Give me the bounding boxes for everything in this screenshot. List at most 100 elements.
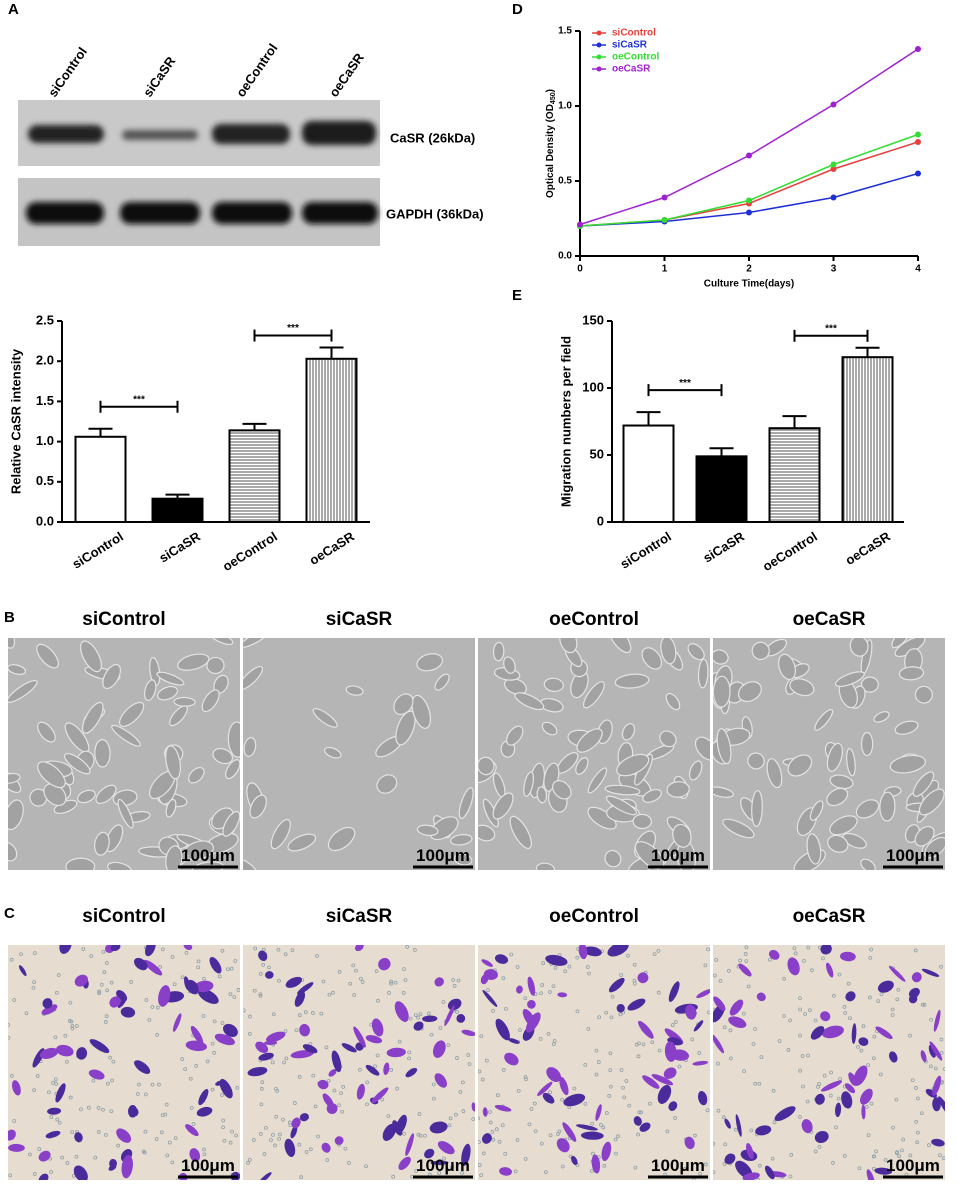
stained-cell <box>595 1104 602 1121</box>
micrograph-title: oeControl <box>549 609 639 630</box>
stained-cell <box>424 1148 435 1159</box>
stained-cell <box>12 1080 21 1096</box>
stained-cell <box>499 1167 512 1176</box>
cell <box>165 745 181 780</box>
pore <box>386 1114 391 1119</box>
stained-cell <box>938 1096 945 1116</box>
y-axis-label: Migration numbers per field <box>558 336 573 507</box>
pore <box>101 950 106 954</box>
cell <box>94 831 110 856</box>
pore <box>707 1010 710 1015</box>
pore <box>721 1115 726 1120</box>
x-tick-label: oeControl <box>760 529 820 574</box>
cell <box>659 730 677 748</box>
pore <box>135 1092 140 1096</box>
bar <box>151 497 204 523</box>
pore <box>608 1051 613 1056</box>
pore <box>552 1039 557 1043</box>
pore <box>165 1153 170 1158</box>
pore <box>259 1086 264 1091</box>
pore <box>770 1156 775 1161</box>
data-point <box>830 101 837 108</box>
pore <box>189 1105 194 1110</box>
pore <box>540 983 545 987</box>
pore <box>919 1111 924 1116</box>
stained-cell <box>668 1101 678 1111</box>
y-tick-label: 1.0 <box>558 101 572 112</box>
cell <box>8 799 24 831</box>
pore <box>357 1067 362 1072</box>
stained-cell <box>494 1104 512 1112</box>
micrograph <box>713 638 945 870</box>
stained-cell <box>888 965 906 982</box>
stained-cell <box>197 988 219 1004</box>
pore <box>454 1112 458 1117</box>
pore <box>110 1078 114 1083</box>
pore <box>491 1137 496 1142</box>
pore <box>414 1169 419 1173</box>
stained-cell <box>184 976 190 991</box>
stained-cell <box>116 1128 132 1143</box>
pore <box>744 959 749 964</box>
pore <box>602 1163 607 1168</box>
panel-label: E <box>512 287 522 304</box>
significance-label: *** <box>133 394 145 405</box>
pore <box>533 1129 538 1134</box>
pore <box>407 1056 411 1061</box>
stained-cell <box>255 1041 269 1054</box>
cell <box>541 721 558 736</box>
pore <box>144 1092 148 1097</box>
cell <box>860 858 876 870</box>
pore <box>228 1140 233 1145</box>
cell <box>458 787 474 819</box>
pore <box>633 1165 638 1170</box>
data-point <box>830 194 837 201</box>
pore <box>831 1161 835 1165</box>
pore <box>233 959 238 963</box>
pore <box>375 1053 380 1058</box>
stained-cell <box>607 945 629 957</box>
pore <box>523 1075 528 1079</box>
cell <box>8 772 21 784</box>
stained-cell <box>685 1004 697 1020</box>
pore <box>109 980 114 985</box>
pore <box>591 1151 595 1156</box>
pore <box>455 1010 460 1014</box>
cell <box>165 798 177 818</box>
pore <box>798 1114 802 1119</box>
stained-cell <box>18 965 27 977</box>
pore <box>722 1162 727 1166</box>
cell <box>694 736 710 761</box>
pore <box>738 958 743 963</box>
stained-cell <box>74 974 88 987</box>
pore <box>159 1130 164 1135</box>
pore <box>99 982 104 987</box>
pore <box>313 1104 318 1109</box>
stained-cell <box>290 1125 298 1139</box>
pore <box>70 1024 75 1028</box>
pore <box>402 967 406 972</box>
pore <box>894 1097 899 1102</box>
stained-cell <box>638 1020 654 1039</box>
cell <box>898 666 925 681</box>
stained-cell <box>299 1113 309 1122</box>
pore <box>607 1094 612 1098</box>
pore <box>79 1107 83 1112</box>
pore <box>594 1048 599 1053</box>
legend-swatch <box>596 30 602 36</box>
pore <box>105 1081 110 1086</box>
y-tick-label: 0.5 <box>558 176 572 187</box>
cell <box>873 711 890 723</box>
pore <box>500 1123 505 1128</box>
pore <box>874 1149 878 1154</box>
pore <box>180 1057 185 1062</box>
pore <box>397 1039 402 1044</box>
pore <box>451 978 456 982</box>
pore <box>546 1031 551 1036</box>
stained-cell <box>258 1172 272 1180</box>
pore <box>205 1059 210 1064</box>
pore <box>789 1152 794 1157</box>
stained-cell <box>42 998 53 1009</box>
pore <box>757 1163 762 1168</box>
pore <box>624 1079 629 1083</box>
